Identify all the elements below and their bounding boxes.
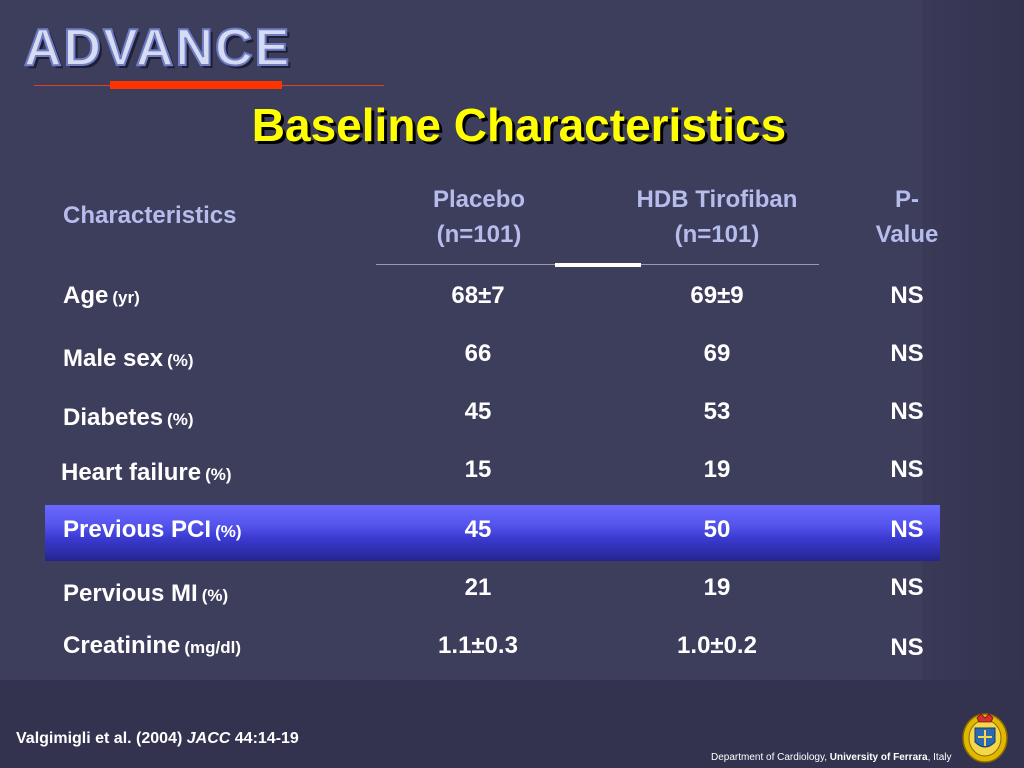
table-row-highlighted: Previous PCI (%) 45 50 NS bbox=[0, 514, 1024, 554]
citation-authors: Valgimigli et al. (2004) bbox=[16, 730, 182, 747]
header-p-line2: Value bbox=[852, 217, 962, 252]
header-hdb-name: HDB Tirofiban bbox=[596, 182, 838, 217]
row-unit: (%) bbox=[215, 522, 241, 541]
footer-country: , Italy bbox=[928, 752, 952, 763]
header-placebo: Placebo (n=101) bbox=[400, 182, 558, 252]
header-hdb-n: (n=101) bbox=[596, 217, 838, 252]
cell-hdb: 1.0±0.2 bbox=[617, 632, 817, 660]
row-unit: (%) bbox=[167, 410, 193, 429]
footer-university: University of Ferrara bbox=[830, 752, 928, 763]
cell-hdb: 53 bbox=[617, 398, 817, 426]
row-label-text: Previous PCI bbox=[63, 516, 211, 543]
table-row: Creatinine (mg/dl) 1.1±0.3 1.0±0.2 NS bbox=[0, 632, 1024, 672]
page-title: Baseline Characteristics bbox=[0, 98, 1024, 152]
cell-hdb: 19 bbox=[617, 456, 817, 484]
header-placebo-name: Placebo bbox=[400, 182, 558, 217]
row-label-text: Creatinine bbox=[63, 632, 180, 659]
cell-hdb: 69 bbox=[617, 340, 817, 368]
cell-p-value: NS bbox=[807, 398, 1007, 426]
row-label-text: Age bbox=[63, 282, 108, 309]
cell-placebo: 45 bbox=[378, 398, 578, 426]
header-divider-accent bbox=[555, 263, 641, 267]
citation-journal: JACC bbox=[187, 730, 231, 747]
table-row: Male sex (%) 66 69 NS bbox=[0, 340, 1024, 380]
row-label-text: Diabetes bbox=[63, 404, 163, 431]
citation-ref: 44:14-19 bbox=[235, 730, 299, 747]
table-row: Heart failure (%) 15 19 NS bbox=[0, 456, 1024, 496]
cell-p-value: NS bbox=[807, 634, 1007, 662]
header-p-line1: P- bbox=[852, 182, 962, 217]
row-label: Previous PCI (%) bbox=[63, 516, 242, 544]
department-footer: Department of Cardiology, University of … bbox=[711, 752, 952, 763]
cell-p-value: NS bbox=[807, 516, 1007, 544]
row-unit: (yr) bbox=[112, 288, 139, 307]
cell-hdb: 50 bbox=[617, 516, 817, 544]
row-label: Heart failure (%) bbox=[61, 459, 232, 487]
advance-logo: ADVANCE bbox=[24, 22, 291, 74]
cell-hdb: 19 bbox=[617, 574, 817, 602]
row-label: Male sex (%) bbox=[63, 345, 194, 373]
cell-placebo: 1.1±0.3 bbox=[378, 632, 578, 660]
row-label: Diabetes (%) bbox=[63, 404, 194, 432]
row-label: Age (yr) bbox=[63, 282, 140, 310]
cell-p-value: NS bbox=[807, 574, 1007, 602]
cell-hdb: 69±9 bbox=[617, 282, 817, 310]
table-row: Diabetes (%) 45 53 NS bbox=[0, 398, 1024, 438]
header-characteristics: Characteristics bbox=[63, 198, 236, 233]
table-row: Pervious MI (%) 21 19 NS bbox=[0, 574, 1024, 614]
cell-p-value: NS bbox=[807, 340, 1007, 368]
row-label: Creatinine (mg/dl) bbox=[63, 632, 241, 660]
cell-placebo: 21 bbox=[378, 574, 578, 602]
row-label-text: Male sex bbox=[63, 345, 163, 372]
row-label-text: Heart failure bbox=[61, 459, 201, 486]
cell-placebo: 15 bbox=[378, 456, 578, 484]
cell-placebo: 66 bbox=[378, 340, 578, 368]
logo-accent-bar bbox=[110, 81, 282, 89]
cell-placebo: 45 bbox=[378, 516, 578, 544]
cell-placebo: 68±7 bbox=[378, 282, 578, 310]
footer-dept: Department of Cardiology, bbox=[711, 752, 827, 763]
row-label-text: Pervious MI bbox=[63, 580, 198, 607]
row-unit: (mg/dl) bbox=[184, 638, 241, 657]
header-placebo-n: (n=101) bbox=[400, 217, 558, 252]
header-p-value: P- Value bbox=[852, 182, 962, 252]
row-unit: (%) bbox=[202, 586, 228, 605]
university-seal-icon bbox=[961, 710, 1009, 764]
table-row: Age (yr) 68±7 69±9 NS bbox=[0, 282, 1024, 322]
cell-p-value: NS bbox=[807, 456, 1007, 484]
row-label: Pervious MI (%) bbox=[63, 580, 228, 608]
row-unit: (%) bbox=[205, 465, 231, 484]
header-hdb-tirofiban: HDB Tirofiban (n=101) bbox=[596, 182, 838, 252]
row-unit: (%) bbox=[167, 351, 193, 370]
cell-p-value: NS bbox=[807, 282, 1007, 310]
citation: Valgimigli et al. (2004) JACC 44:14-19 bbox=[16, 730, 299, 748]
